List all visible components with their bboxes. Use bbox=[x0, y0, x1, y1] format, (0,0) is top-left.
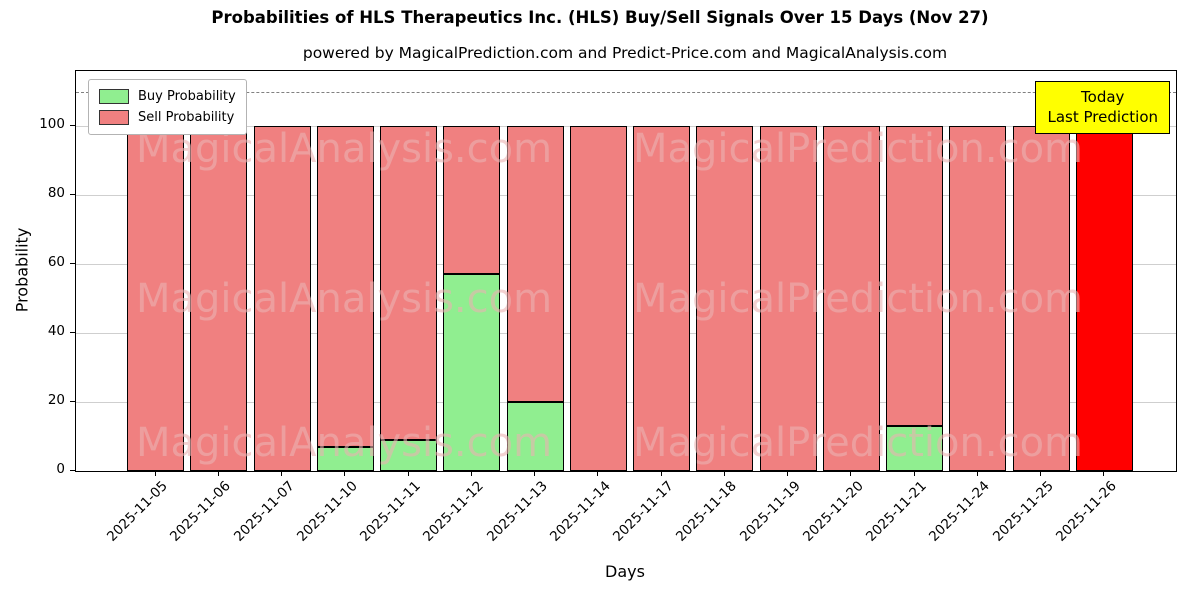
x-tick-label: 2025-11-10 bbox=[293, 478, 361, 545]
x-tick-label: 2025-11-24 bbox=[926, 478, 994, 545]
sell-segment bbox=[822, 126, 880, 471]
buy-segment bbox=[886, 426, 944, 471]
x-tick-mark bbox=[787, 471, 789, 476]
x-axis-label: Days bbox=[605, 562, 645, 581]
x-tick-label: 2025-11-13 bbox=[483, 478, 551, 545]
today-annotation-line2: Last Prediction bbox=[1047, 108, 1158, 127]
sell-segment bbox=[253, 126, 311, 471]
reference-dashed-line bbox=[76, 91, 1176, 93]
sell-segment bbox=[633, 126, 691, 471]
x-tick-label: 2025-11-12 bbox=[420, 478, 488, 545]
sell-segment bbox=[949, 126, 1007, 471]
x-tick-label: 2025-11-07 bbox=[230, 478, 298, 545]
x-tick-mark bbox=[1040, 471, 1042, 476]
x-tick-label: 2025-11-14 bbox=[546, 478, 614, 545]
x-tick-mark bbox=[660, 471, 662, 476]
y-tick-mark bbox=[70, 332, 75, 334]
sell-segment bbox=[127, 126, 185, 471]
sell-segment bbox=[443, 126, 501, 275]
y-tick-mark bbox=[70, 401, 75, 403]
x-tick-mark bbox=[217, 471, 219, 476]
x-tick-mark bbox=[1103, 471, 1105, 476]
x-tick-label: 2025-11-25 bbox=[989, 478, 1057, 545]
x-tick-label: 2025-11-20 bbox=[799, 478, 867, 545]
y-tick-label: 0 bbox=[56, 461, 65, 477]
y-tick-label: 80 bbox=[47, 185, 65, 202]
sell-segment bbox=[886, 126, 944, 427]
x-tick-mark bbox=[597, 471, 599, 476]
x-tick-label: 2025-11-18 bbox=[673, 478, 741, 545]
y-tick-mark bbox=[70, 194, 75, 196]
y-tick-label: 100 bbox=[39, 116, 65, 133]
x-tick-label: 2025-11-17 bbox=[610, 478, 677, 545]
x-tick-label: 2025-11-11 bbox=[357, 478, 424, 545]
plot-area: Buy Probability Sell Probability Today L… bbox=[75, 70, 1177, 472]
sell-segment bbox=[1075, 126, 1133, 471]
buy-segment bbox=[316, 446, 374, 471]
x-tick-label: 2025-11-19 bbox=[736, 478, 804, 545]
x-tick-mark bbox=[470, 471, 472, 476]
sell-segment bbox=[316, 126, 374, 447]
x-tick-label: 2025-11-21 bbox=[863, 478, 930, 545]
legend-label-sell: Sell Probability bbox=[138, 110, 235, 125]
y-tick-label: 60 bbox=[47, 254, 65, 271]
sell-segment bbox=[506, 126, 564, 403]
y-tick-mark bbox=[70, 125, 75, 127]
y-tick-mark bbox=[70, 263, 75, 265]
y-tick-label: 20 bbox=[47, 392, 65, 409]
y-tick-label: 40 bbox=[47, 323, 65, 340]
x-tick-label: 2025-11-26 bbox=[1052, 478, 1120, 545]
x-tick-mark bbox=[850, 471, 852, 476]
sell-segment bbox=[380, 126, 438, 440]
chart-subtitle: powered by MagicalPrediction.com and Pre… bbox=[302, 44, 948, 62]
sell-segment bbox=[1012, 126, 1070, 471]
buy-segment bbox=[380, 439, 438, 471]
sell-segment bbox=[190, 126, 248, 471]
x-tick-mark bbox=[344, 471, 346, 476]
legend-label-buy: Buy Probability bbox=[138, 89, 236, 104]
x-tick-mark bbox=[407, 471, 409, 476]
sell-segment bbox=[569, 126, 627, 471]
x-tick-label: 2025-11-05 bbox=[104, 478, 171, 545]
x-tick-mark bbox=[281, 471, 283, 476]
sell-segment bbox=[759, 126, 817, 471]
legend: Buy Probability Sell Probability bbox=[88, 79, 247, 135]
legend-item-sell: Sell Probability bbox=[99, 107, 236, 128]
sell-swatch bbox=[99, 110, 129, 125]
x-tick-mark bbox=[534, 471, 536, 476]
buy-swatch bbox=[99, 89, 129, 104]
x-tick-label: 2025-11-06 bbox=[167, 478, 235, 545]
y-tick-mark bbox=[70, 470, 75, 471]
chart-title: Probabilities of HLS Therapeutics Inc. (… bbox=[211, 8, 989, 27]
x-tick-mark bbox=[723, 471, 725, 476]
buy-segment bbox=[506, 402, 564, 471]
sell-segment bbox=[696, 126, 754, 471]
buy-segment bbox=[443, 274, 501, 471]
legend-item-buy: Buy Probability bbox=[99, 86, 236, 107]
x-tick-mark bbox=[154, 471, 156, 476]
today-annotation-line1: Today bbox=[1081, 88, 1125, 106]
x-tick-mark bbox=[976, 471, 978, 476]
x-tick-mark bbox=[913, 471, 915, 476]
today-annotation: Today Last Prediction bbox=[1035, 81, 1170, 134]
